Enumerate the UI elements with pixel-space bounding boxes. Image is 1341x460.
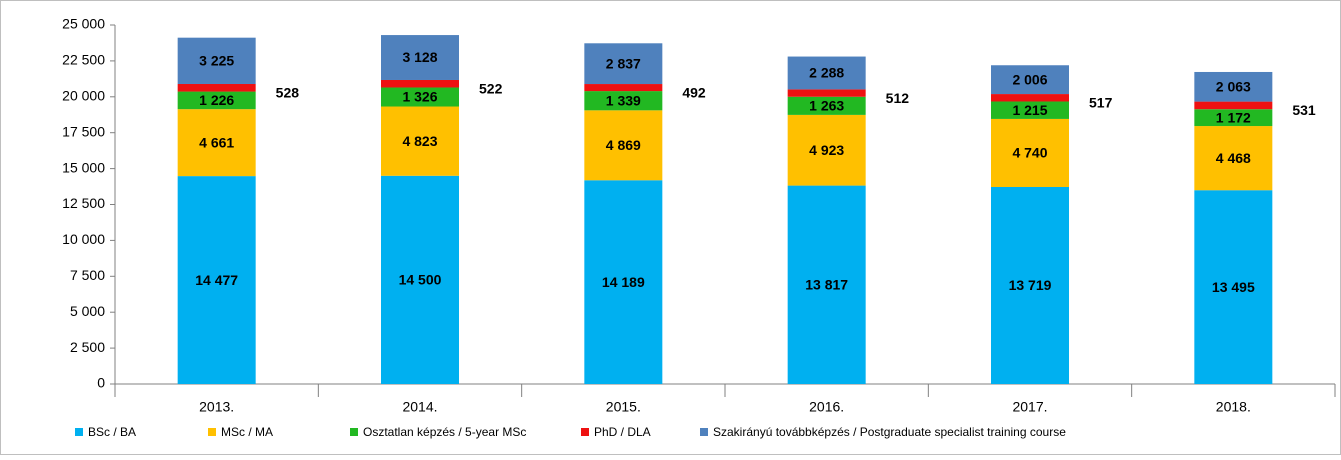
- y-tick-label: 25 000: [62, 16, 105, 32]
- y-tick-label: 20 000: [62, 88, 105, 104]
- bar-segment: [991, 65, 1069, 95]
- y-tick-label: 17 500: [62, 123, 105, 139]
- data-label: 4 869: [606, 137, 641, 153]
- data-label: 522: [479, 80, 503, 96]
- bar-segment: [177, 37, 256, 84]
- data-label: 1 172: [1216, 109, 1251, 125]
- data-label: 528: [276, 84, 300, 100]
- legend-label: Osztatlan képzés / 5-year MSc: [363, 425, 526, 439]
- data-label: 4 740: [1012, 145, 1047, 161]
- data-label: 1 215: [1012, 102, 1047, 118]
- data-label: 1 326: [402, 89, 437, 105]
- legend-swatch: [350, 428, 358, 436]
- bar-segment: [787, 89, 866, 97]
- bar-segment: [1194, 71, 1273, 102]
- legend-label: BSc / BA: [88, 425, 136, 439]
- y-tick-label: 10 000: [62, 231, 105, 247]
- data-label: 1 263: [809, 98, 844, 114]
- legend-label: Szakirányú továbbképzés / Postgraduate s…: [713, 425, 1066, 439]
- bar-segment: [381, 35, 459, 80]
- bar-segment: [381, 175, 459, 384]
- x-tick-label: 2015.: [606, 399, 641, 415]
- data-label: 4 923: [809, 142, 844, 158]
- legend-swatch: [75, 428, 83, 436]
- x-tick-label: 2017.: [1012, 399, 1047, 415]
- bar-segment: [787, 96, 866, 115]
- data-label: 2 063: [1216, 78, 1251, 94]
- bar-segment: [1194, 101, 1273, 110]
- legend-swatch: [700, 428, 708, 436]
- data-label: 13 495: [1212, 279, 1255, 295]
- bar-segment: [1194, 190, 1273, 384]
- bar-segment: [177, 176, 256, 384]
- bar-segment: [584, 180, 663, 384]
- bar-segment: [991, 94, 1069, 102]
- data-label: 512: [886, 90, 910, 106]
- x-tick-label: 2016.: [809, 399, 844, 415]
- data-label: 531: [1292, 102, 1316, 118]
- data-label: 3 225: [199, 53, 234, 69]
- data-label: 13 817: [805, 276, 848, 292]
- bar-segment: [787, 56, 866, 90]
- x-tick-label: 2014.: [402, 399, 437, 415]
- data-label: 1 226: [199, 92, 234, 108]
- x-tick-label: 2018.: [1216, 399, 1251, 415]
- y-tick-label: 0: [97, 375, 105, 391]
- data-label: 2 006: [1012, 71, 1047, 87]
- legend-swatch: [208, 428, 216, 436]
- bar-segment: [584, 84, 663, 92]
- legend-swatch: [581, 428, 589, 436]
- bar-segment: [381, 106, 459, 176]
- bar-segment: [584, 110, 663, 181]
- y-tick-label: 22 500: [62, 52, 105, 68]
- bar-segment: [1194, 126, 1273, 191]
- bar-segment: [381, 79, 459, 88]
- bar-segment: [1194, 109, 1273, 127]
- bar-segment: [787, 114, 866, 186]
- data-label: 4 661: [199, 134, 234, 150]
- y-tick-label: 12 500: [62, 195, 105, 211]
- y-tick-label: 7 500: [70, 267, 105, 283]
- data-label: 4 468: [1216, 150, 1251, 166]
- data-label: 14 189: [602, 274, 645, 290]
- data-label: 1 339: [606, 92, 641, 108]
- bar-segment: [584, 91, 663, 111]
- y-tick-label: 5 000: [70, 303, 105, 319]
- bar-segment: [381, 87, 459, 107]
- bar-segment: [991, 186, 1069, 384]
- bar-segment: [177, 91, 256, 110]
- data-label: 14 500: [399, 272, 442, 288]
- y-tick-label: 15 000: [62, 159, 105, 175]
- y-tick-label: 2 500: [70, 339, 105, 355]
- data-label: 4 823: [402, 133, 437, 149]
- bar-segment: [177, 109, 256, 177]
- data-label: 2 288: [809, 65, 844, 81]
- legend-label: MSc / MA: [221, 425, 273, 439]
- data-label: 3 128: [402, 49, 437, 65]
- legend-label: PhD / DLA: [594, 425, 651, 439]
- bar-segment: [991, 118, 1069, 187]
- data-label: 13 719: [1009, 277, 1052, 293]
- bar-segment: [584, 43, 663, 85]
- x-tick-label: 2013.: [199, 399, 234, 415]
- data-label: 492: [682, 84, 706, 100]
- data-label: 2 837: [606, 55, 641, 71]
- bar-segment: [991, 101, 1069, 119]
- bar-segment: [787, 185, 866, 384]
- data-label: 14 477: [195, 272, 238, 288]
- bar-segment: [177, 83, 256, 92]
- data-label: 517: [1089, 94, 1113, 110]
